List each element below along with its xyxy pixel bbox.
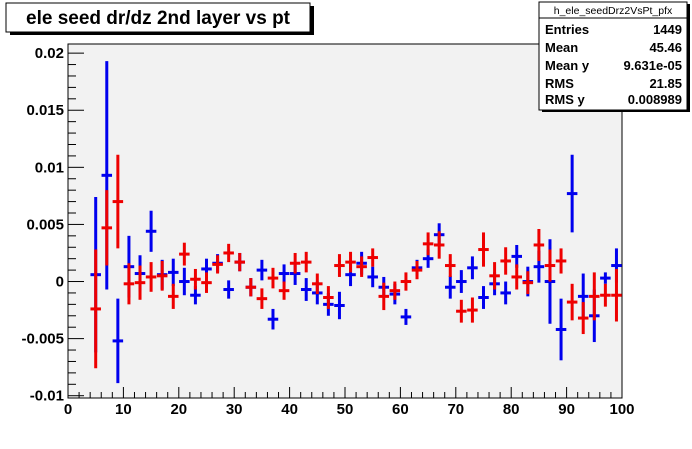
x-tick-label: 80 — [503, 401, 520, 418]
stats-value-mean: 45.46 — [649, 40, 682, 55]
stats-value-rms: 21.85 — [649, 76, 682, 91]
x-tick-label: 100 — [609, 401, 634, 418]
x-tick-label: 10 — [115, 401, 132, 418]
x-tick-label: 70 — [447, 401, 464, 418]
stats-label-mean: Mean — [545, 40, 578, 55]
error-bars — [90, 61, 622, 384]
x-tick-label: 50 — [337, 401, 354, 418]
y-tick-label: 0.005 — [26, 216, 64, 233]
y-tick-label: 0.015 — [26, 102, 64, 119]
y-tick-label: 0.01 — [35, 159, 64, 176]
x-tick-label: 40 — [281, 401, 298, 418]
x-tick-label: 30 — [226, 401, 243, 418]
stats-label-mean-y: Mean y — [545, 58, 590, 73]
stats-label-entries: Entries — [545, 22, 589, 37]
y-tick-label: -0.005 — [21, 331, 64, 348]
stats-value-entries: 1449 — [653, 22, 682, 37]
stats-label-rms: RMS — [545, 76, 574, 91]
chart-title: ele seed dr/dz 2nd layer vs pt — [26, 8, 291, 29]
plot-frame — [67, 43, 623, 399]
stats-label-rms-y: RMS y — [545, 92, 586, 107]
series-1 — [90, 154, 622, 369]
title-box-frame — [5, 2, 311, 33]
x-tick-label: 0 — [64, 401, 72, 418]
stats-box: h_ele_seedDrz2VsPt_pfx Entries 1449 Mean… — [538, 1, 690, 112]
stats-box-frame — [538, 1, 688, 111]
x-tick-label: 60 — [392, 401, 409, 418]
y-tick-label: -0.01 — [30, 388, 64, 405]
stats-value-mean-y: 9.631e-05 — [623, 58, 682, 73]
stats-value-rms-y: 0.008989 — [628, 92, 682, 107]
title-box: ele seed dr/dz 2nd layer vs pt — [5, 2, 314, 35]
y-tick-label: 0 — [56, 274, 64, 291]
x-tick-label: 90 — [558, 401, 575, 418]
x-tick-label: 20 — [170, 401, 187, 418]
axes: 0 10 20 30 40 50 60 70 80 90 100 -0.01 -0.005 0 0.005 0… — [21, 45, 634, 418]
y-tick-label: 0.02 — [35, 45, 64, 62]
stats-histogram-name: h_ele_seedDrz2VsPt_pfx — [554, 5, 673, 17]
